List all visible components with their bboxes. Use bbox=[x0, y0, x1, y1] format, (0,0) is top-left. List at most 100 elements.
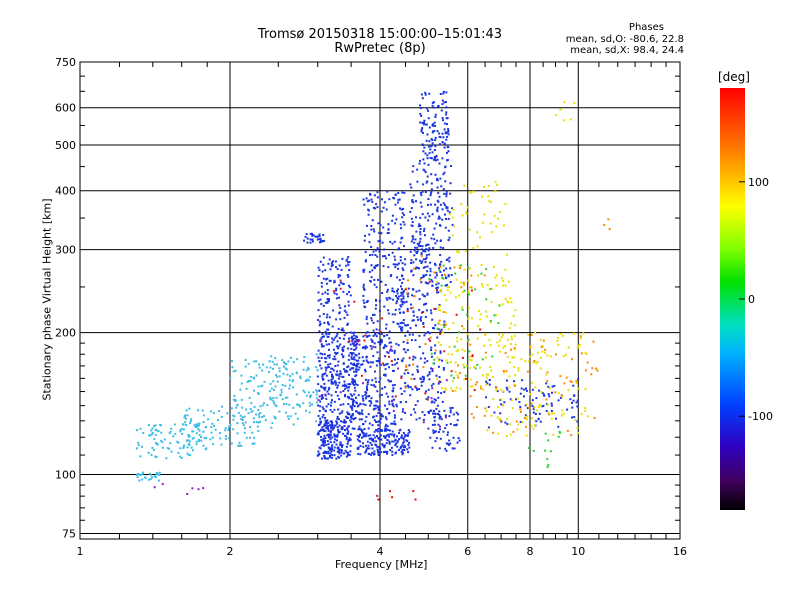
data-point bbox=[289, 415, 292, 418]
data-point bbox=[319, 417, 322, 420]
data-point bbox=[445, 113, 447, 116]
data-point bbox=[387, 266, 390, 269]
data-point bbox=[341, 384, 344, 387]
data-point bbox=[577, 344, 579, 347]
data-point bbox=[370, 245, 373, 248]
data-point bbox=[434, 159, 437, 162]
data-point bbox=[373, 453, 376, 456]
data-point bbox=[327, 392, 330, 395]
data-point bbox=[439, 290, 442, 293]
data-point bbox=[380, 438, 383, 441]
data-point bbox=[411, 238, 414, 241]
data-point bbox=[450, 370, 453, 373]
data-point bbox=[397, 344, 400, 347]
data-point bbox=[539, 420, 542, 423]
data-point bbox=[320, 303, 323, 305]
data-point bbox=[385, 208, 388, 211]
data-point bbox=[354, 389, 357, 392]
data-point bbox=[375, 335, 378, 338]
data-point bbox=[195, 426, 198, 428]
data-point bbox=[202, 444, 205, 447]
data-point bbox=[426, 107, 429, 110]
data-point bbox=[430, 312, 433, 315]
data-point bbox=[368, 241, 371, 244]
data-point bbox=[330, 378, 333, 381]
data-point bbox=[434, 423, 436, 426]
data-point bbox=[144, 476, 147, 479]
data-point bbox=[379, 434, 382, 437]
data-point bbox=[389, 348, 392, 351]
data-point bbox=[501, 303, 504, 306]
data-point bbox=[169, 430, 172, 433]
data-point bbox=[442, 247, 445, 249]
data-point bbox=[363, 433, 366, 436]
data-point bbox=[349, 444, 352, 447]
data-point bbox=[505, 386, 508, 389]
data-point bbox=[383, 248, 386, 251]
data-point bbox=[410, 378, 413, 380]
data-point bbox=[386, 452, 388, 455]
data-point bbox=[391, 219, 394, 222]
data-point bbox=[322, 263, 325, 266]
data-point bbox=[299, 405, 301, 408]
data-point bbox=[480, 272, 483, 275]
data-point bbox=[430, 309, 432, 312]
data-point bbox=[342, 390, 345, 392]
data-point bbox=[364, 403, 367, 406]
data-point bbox=[327, 388, 330, 391]
data-point bbox=[445, 449, 448, 452]
data-point bbox=[335, 318, 338, 321]
data-point bbox=[331, 444, 334, 447]
data-point bbox=[402, 295, 405, 298]
data-point bbox=[253, 360, 256, 363]
data-point bbox=[342, 375, 345, 378]
data-point bbox=[504, 421, 507, 424]
data-point bbox=[446, 433, 449, 436]
data-point bbox=[421, 375, 424, 378]
x-tick-label: 10 bbox=[571, 545, 585, 558]
data-point bbox=[255, 360, 258, 363]
data-point bbox=[462, 281, 465, 284]
data-point bbox=[319, 405, 322, 408]
data-point bbox=[318, 395, 321, 398]
data-point bbox=[424, 250, 427, 253]
data-point bbox=[333, 408, 336, 411]
data-point bbox=[590, 373, 593, 376]
data-point bbox=[437, 391, 439, 394]
data-point bbox=[484, 356, 487, 359]
data-point bbox=[330, 381, 333, 384]
data-point bbox=[331, 264, 334, 267]
data-point bbox=[325, 397, 328, 400]
data-point bbox=[413, 408, 415, 411]
data-point bbox=[362, 432, 365, 434]
data-point bbox=[437, 308, 440, 311]
data-point bbox=[432, 362, 435, 365]
data-point bbox=[387, 312, 390, 315]
data-point bbox=[376, 247, 379, 250]
data-point bbox=[389, 275, 392, 278]
data-point bbox=[550, 417, 553, 420]
data-point bbox=[335, 289, 337, 292]
data-point bbox=[420, 255, 423, 258]
data-point bbox=[393, 352, 396, 354]
data-point bbox=[487, 406, 490, 408]
data-point bbox=[421, 311, 423, 314]
data-point bbox=[378, 420, 381, 422]
data-point bbox=[328, 454, 331, 457]
data-point bbox=[419, 278, 422, 281]
data-point bbox=[466, 333, 469, 336]
data-point bbox=[189, 454, 192, 457]
data-point bbox=[330, 394, 333, 397]
data-point bbox=[547, 463, 550, 466]
data-point bbox=[435, 274, 438, 277]
data-point bbox=[461, 214, 464, 217]
data-point bbox=[325, 357, 328, 360]
data-point bbox=[383, 201, 386, 204]
data-point bbox=[418, 417, 421, 420]
data-point bbox=[322, 429, 325, 432]
y-tick-label: 600 bbox=[55, 102, 76, 115]
data-point bbox=[423, 229, 425, 232]
data-point bbox=[347, 261, 349, 264]
data-point bbox=[426, 282, 428, 285]
data-point bbox=[234, 399, 237, 402]
